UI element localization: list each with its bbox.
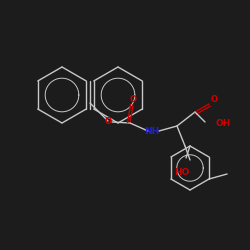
Text: OH: OH [215, 120, 230, 128]
Text: NH: NH [144, 126, 160, 136]
Text: O: O [130, 96, 136, 104]
Text: O: O [211, 96, 218, 104]
Text: O: O [104, 116, 112, 126]
Text: HO: HO [174, 168, 190, 177]
